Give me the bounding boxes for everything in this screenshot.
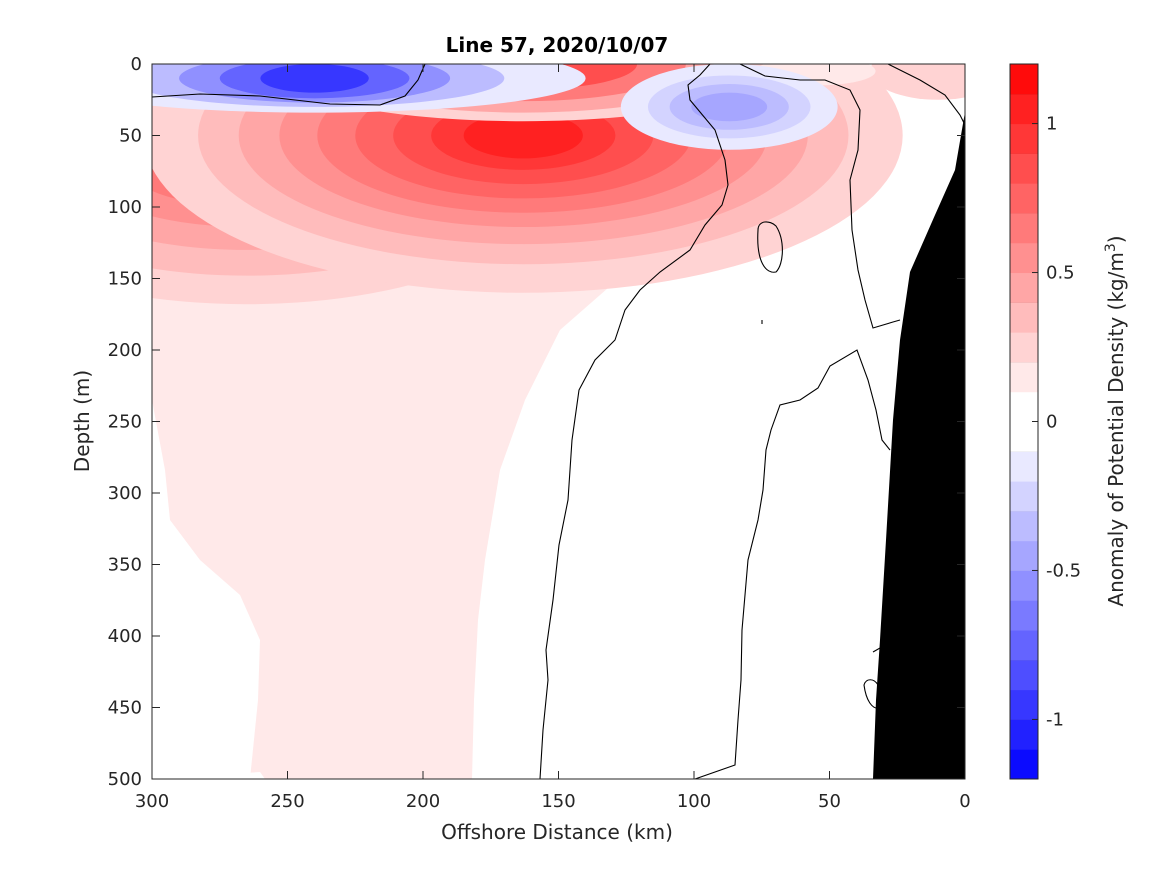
x-tick-label: 300 (135, 791, 169, 812)
colorbar (1010, 63, 1038, 780)
colorbar-segment (1010, 64, 1038, 95)
colorbar-segment (1010, 630, 1038, 661)
colorbar-segment (1010, 123, 1038, 154)
colorbar-segment (1010, 749, 1038, 780)
x-tick-label: 200 (406, 791, 440, 812)
colorbar-segment (1010, 272, 1038, 303)
chart-title: Line 57, 2020/10/07 (446, 33, 669, 57)
contour-band (260, 64, 369, 93)
contour-band (691, 92, 768, 122)
x-axis-label: Offshore Distance (km) (441, 820, 673, 844)
colorbar-segment (1010, 689, 1038, 720)
x-tick-label: 0 (959, 791, 970, 812)
y-tick-label: 100 (108, 197, 142, 218)
zero-contour-line (739, 64, 901, 329)
colorbar-segment (1010, 183, 1038, 214)
colorbar-segment (1010, 481, 1038, 512)
y-tick-label: 50 (119, 126, 142, 147)
zero-contour-line (887, 64, 965, 126)
y-tick-label: 250 (108, 412, 142, 433)
density-anomaly-field (152, 64, 965, 779)
x-tick-label: 150 (541, 791, 575, 812)
y-tick-label: 450 (108, 698, 142, 719)
colorbar-segment (1010, 570, 1038, 601)
y-tick-label: 150 (108, 269, 142, 290)
colorbar-segment (1010, 391, 1038, 422)
colorbar-segment (1010, 659, 1038, 691)
colorbar-segment (1010, 332, 1038, 363)
colorbar-segment (1010, 510, 1038, 542)
colorbar-segment (1010, 361, 1038, 393)
y-axis-label: Depth (m) (70, 370, 94, 472)
colorbar-segment (1010, 212, 1038, 244)
zero-contour-line (694, 349, 891, 779)
y-tick-label: 400 (108, 626, 142, 647)
colorbar-tick-label: -0.5 (1046, 560, 1081, 581)
colorbar-segment (1010, 302, 1038, 333)
colorbar-segment (1010, 600, 1038, 631)
colorbar-segment (1010, 153, 1038, 184)
contour-lines (152, 64, 965, 779)
y-tick-label: 500 (108, 769, 142, 790)
x-tick-label: 250 (270, 791, 304, 812)
y-tick-label: 300 (108, 483, 142, 504)
bathymetry-fill (873, 112, 965, 779)
anomaly-gap (152, 400, 260, 779)
colorbar-segment (1010, 540, 1038, 571)
colorbar-tick-label: 0.5 (1046, 263, 1075, 284)
y-axis: 0 50 100 150 200 250 300 350 400 450 500 (108, 54, 965, 790)
colorbar-ticks: 1 0.5 0 -0.5 -1 (1032, 114, 1081, 730)
y-tick-label: 0 (131, 54, 142, 75)
zero-contour-line (152, 64, 426, 106)
plot-frame (151, 63, 966, 780)
colorbar-tick-label: 1 (1046, 114, 1057, 135)
colorbar-tick-label: 0 (1046, 412, 1057, 433)
colorbar-segment (1010, 242, 1038, 274)
zero-contour-line (539, 64, 729, 779)
colorbar-segment (1010, 93, 1038, 125)
colorbar-label: Anomaly of Potential Density (kg/m3) (1103, 235, 1128, 606)
colorbar-tick-label: -1 (1046, 709, 1064, 730)
colorbar-segment (1010, 719, 1038, 750)
contour-band (870, 64, 965, 100)
x-axis: 300 250 200 150 100 50 0 (135, 64, 971, 812)
colorbar-segment (1010, 421, 1038, 452)
x-tick-label: 100 (677, 791, 711, 812)
y-tick-label: 350 (108, 555, 142, 576)
contour-band (463, 112, 583, 159)
y-tick-label: 200 (108, 340, 142, 361)
colorbar-segment (1010, 451, 1038, 482)
x-tick-label: 50 (818, 791, 841, 812)
zero-contour-line (757, 221, 783, 273)
